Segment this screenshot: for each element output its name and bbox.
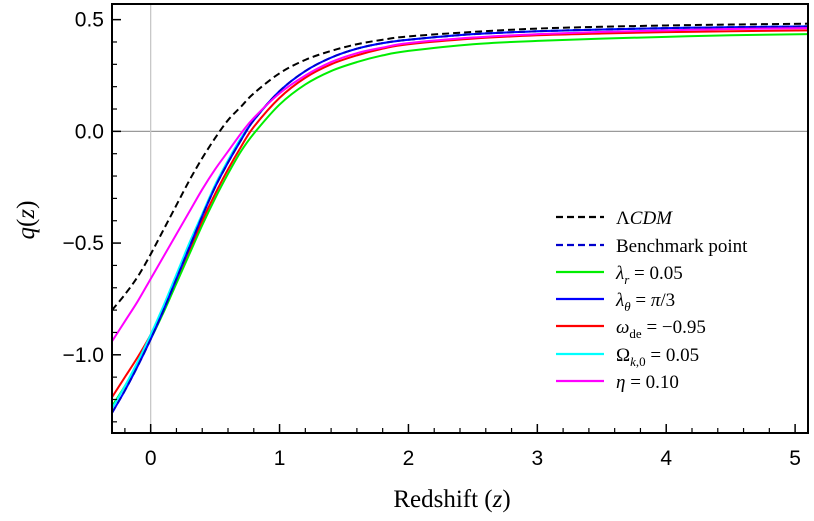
y-tick-label: −0.5 xyxy=(63,232,104,255)
legend-label-omega-de: ωde = −0.95 xyxy=(616,317,706,341)
x-tick-label: 4 xyxy=(660,447,672,470)
legend-lcdm-lambda: Λ xyxy=(616,208,630,229)
legend-label-lambda-theta: λθ = π/3 xyxy=(615,290,675,314)
y-axis-label-arg: z xyxy=(13,209,40,220)
legend-lambda-theta-sub: θ xyxy=(624,299,631,314)
x-tick-label: 2 xyxy=(403,447,415,470)
legend-lambda-r-sub: r xyxy=(624,272,630,287)
legend-lambda-r-val: = 0.05 xyxy=(629,263,682,284)
legend-lambda-theta-pi: π xyxy=(651,290,661,311)
x-tick-label: 1 xyxy=(274,447,286,470)
legend-label-lambda-r: λr = 0.05 xyxy=(615,263,683,287)
x-tick-label: 0 xyxy=(145,447,157,470)
y-tick-label: 0.5 xyxy=(75,9,104,32)
x-axis-label: Redshift (z) xyxy=(393,486,510,513)
x-tick-label: 5 xyxy=(789,447,801,470)
legend-omega-de-sym: ω xyxy=(616,317,629,338)
legend-label-lcdm: ΛCDM xyxy=(616,208,673,229)
y-axis-label-var: q xyxy=(13,227,40,240)
legend-omega-k-val: = 0.05 xyxy=(646,345,699,366)
legend-label-omega-k: Ωk,0 = 0.05 xyxy=(616,345,699,369)
y-tick-label: −1.0 xyxy=(63,344,104,367)
legend-label-benchmark: Benchmark point xyxy=(616,236,748,257)
y-axis-label-open: ( xyxy=(13,219,40,227)
x-axis-label-var: z xyxy=(492,486,503,513)
series-curves xyxy=(111,22,809,414)
y-axis-label: q(z) xyxy=(13,201,40,240)
legend-lambda-theta-div: /3 xyxy=(660,290,675,311)
legend-omega-k-sym: Ω xyxy=(616,345,630,366)
y-axis-label-close: ) xyxy=(13,201,40,209)
x-axis-label-text: Redshift ( xyxy=(393,486,492,513)
legend: ΛCDM Benchmark point λr = 0.05 λθ = π/3 … xyxy=(556,208,748,393)
legend-eta-val: = 0.10 xyxy=(625,372,678,393)
legend-eta-sym: η xyxy=(616,372,625,393)
y-tick-label: 0.0 xyxy=(75,120,104,143)
legend-lambda-r-sym: λ xyxy=(615,263,624,284)
legend-omega-de-sub: de xyxy=(629,326,642,341)
legend-omega-k-sub: k,0 xyxy=(630,354,646,369)
legend-lambda-theta-val: = xyxy=(631,290,651,311)
legend-omega-de-val: = −0.95 xyxy=(642,317,706,338)
benchmark-curve xyxy=(111,25,809,414)
legend-lambda-theta-sym: λ xyxy=(615,290,624,311)
lcdm-curve xyxy=(111,22,809,311)
axis-ticks: 0 1 2 3 4 5 −1.0 −0.5 0.0 0.5 xyxy=(63,9,801,470)
legend-label-eta: η = 0.10 xyxy=(616,372,679,393)
x-tick-label: 3 xyxy=(531,447,543,470)
x-axis-label-close: ) xyxy=(502,486,510,513)
legend-lcdm-cdm: CDM xyxy=(630,208,673,229)
eta-curve xyxy=(111,27,809,342)
